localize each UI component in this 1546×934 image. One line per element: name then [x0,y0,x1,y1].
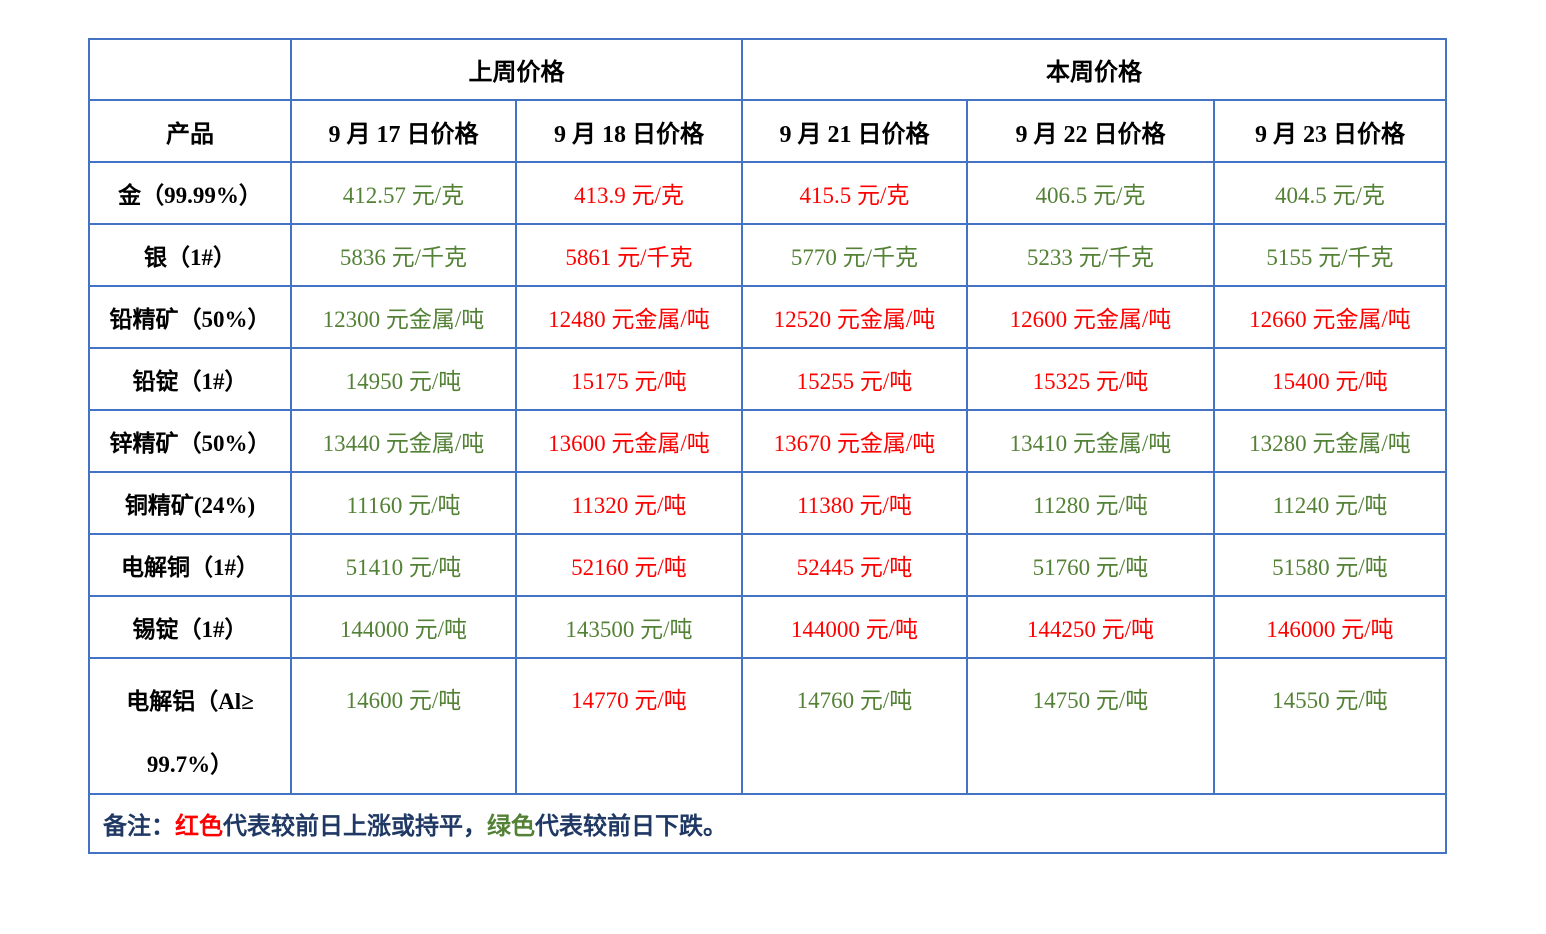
price-cell: 15400 元/吨 [1213,347,1447,411]
price-cell: 404.5 元/克 [1213,161,1447,225]
product-name-cell: 铅锭（1#） [88,347,292,411]
group-header-row: 上周价格 本周价格 [88,38,1447,101]
footnote-green-term: 绿色 [487,814,535,840]
column-header-row: 产品 9 月 17 日价格 9 月 18 日价格 9 月 21 日价格 9 月 … [88,99,1447,163]
price-cell: 412.57 元/克 [290,161,517,225]
table-row-copper-concentrate: 铜精矿(24%) 11160 元/吨 11320 元/吨 11380 元/吨 1… [88,471,1447,535]
price-cell: 51760 元/吨 [966,533,1215,597]
product-name-cell: 锡锭（1#） [88,595,292,659]
price-cell: 5861 元/千克 [515,223,743,287]
group-header-this-week: 本周价格 [741,38,1447,101]
price-cell: 13600 元金属/吨 [515,409,743,473]
price-cell: 14770 元/吨 [515,657,743,795]
table-row-zinc-concentrate: 锌精矿（50%） 13440 元金属/吨 13600 元金属/吨 13670 元… [88,409,1447,473]
price-cell: 14550 元/吨 [1213,657,1447,795]
price-cell: 12660 元金属/吨 [1213,285,1447,349]
price-cell: 413.9 元/克 [515,161,743,225]
price-cell: 5233 元/千克 [966,223,1215,287]
footnote-cell: 备注：红色代表较前日上涨或持平，绿色代表较前日下跌。 [88,793,1447,854]
price-cell: 13670 元金属/吨 [741,409,968,473]
price-cell: 13440 元金属/吨 [290,409,517,473]
footnote-red-term: 红色 [175,814,223,840]
product-name-cell: 银（1#） [88,223,292,287]
price-cell: 11160 元/吨 [290,471,517,535]
column-header-sep21: 9 月 21 日价格 [741,99,968,163]
price-cell: 11320 元/吨 [515,471,743,535]
table-row-silver: 银（1#） 5836 元/千克 5861 元/千克 5770 元/千克 5233… [88,223,1447,287]
price-cell: 415.5 元/克 [741,161,968,225]
table-row-electrolytic-aluminum: 电解铝（Al≥ 99.7%） 14600 元/吨 14770 元/吨 14760… [88,657,1447,795]
column-header-sep23: 9 月 23 日价格 [1213,99,1447,163]
column-header-sep18: 9 月 18 日价格 [515,99,743,163]
price-cell: 14600 元/吨 [290,657,517,795]
price-cell: 5770 元/千克 [741,223,968,287]
footnote-red-desc: 代表较前日上涨或持平， [223,814,487,840]
product-name-line2: 99.7%） [146,751,234,777]
metal-prices-table: 上周价格 本周价格 产品 9 月 17 日价格 9 月 18 日价格 9 月 2… [88,38,1447,854]
table-row-lead-ingot: 铅锭（1#） 14950 元/吨 15175 元/吨 15255 元/吨 153… [88,347,1447,411]
price-cell: 406.5 元/克 [966,161,1215,225]
price-cell: 14750 元/吨 [966,657,1215,795]
price-cell: 12600 元金属/吨 [966,285,1215,349]
table-row-tin-ingot: 锡锭（1#） 144000 元/吨 143500 元/吨 144000 元/吨 … [88,595,1447,659]
product-name-cell: 铜精矿(24%) [88,471,292,535]
column-header-product: 产品 [88,99,292,163]
price-cell: 52445 元/吨 [741,533,968,597]
price-cell: 12520 元金属/吨 [741,285,968,349]
price-cell: 5155 元/千克 [1213,223,1447,287]
group-header-last-week: 上周价格 [290,38,743,101]
price-cell: 13280 元金属/吨 [1213,409,1447,473]
price-cell: 13410 元金属/吨 [966,409,1215,473]
product-name-cell: 电解铜（1#） [88,533,292,597]
footnote-label: 备注： [103,814,175,840]
table-row-lead-concentrate: 铅精矿（50%） 12300 元金属/吨 12480 元金属/吨 12520 元… [88,285,1447,349]
footnote-row: 备注：红色代表较前日上涨或持平，绿色代表较前日下跌。 [88,793,1447,854]
price-cell: 11380 元/吨 [741,471,968,535]
footnote-green-desc: 代表较前日下跌。 [535,814,727,840]
price-cell: 144000 元/吨 [741,595,968,659]
table-row-gold: 金（99.99%） 412.57 元/克 413.9 元/克 415.5 元/克… [88,161,1447,225]
price-cell: 11240 元/吨 [1213,471,1447,535]
price-cell: 15325 元/吨 [966,347,1215,411]
product-name-cell: 电解铝（Al≥ 99.7%） [88,657,292,795]
price-cell: 14760 元/吨 [741,657,968,795]
column-header-sep17: 9 月 17 日价格 [290,99,517,163]
price-cell: 15255 元/吨 [741,347,968,411]
column-header-sep22: 9 月 22 日价格 [966,99,1215,163]
product-name-cell: 铅精矿（50%） [88,285,292,349]
price-cell: 51580 元/吨 [1213,533,1447,597]
product-name-line1: 电解铝（Al≥ [126,688,254,714]
blank-corner-cell [88,38,292,101]
price-cell: 11280 元/吨 [966,471,1215,535]
price-cell: 144000 元/吨 [290,595,517,659]
product-name-cell: 锌精矿（50%） [88,409,292,473]
price-cell: 52160 元/吨 [515,533,743,597]
price-cell: 146000 元/吨 [1213,595,1447,659]
price-cell: 12300 元金属/吨 [290,285,517,349]
table-row-electrolytic-copper: 电解铜（1#） 51410 元/吨 52160 元/吨 52445 元/吨 51… [88,533,1447,597]
product-name-cell: 金（99.99%） [88,161,292,225]
price-cell: 5836 元/千克 [290,223,517,287]
price-cell: 51410 元/吨 [290,533,517,597]
price-cell: 144250 元/吨 [966,595,1215,659]
price-cell: 12480 元金属/吨 [515,285,743,349]
price-cell: 143500 元/吨 [515,595,743,659]
price-cell: 14950 元/吨 [290,347,517,411]
price-cell: 15175 元/吨 [515,347,743,411]
